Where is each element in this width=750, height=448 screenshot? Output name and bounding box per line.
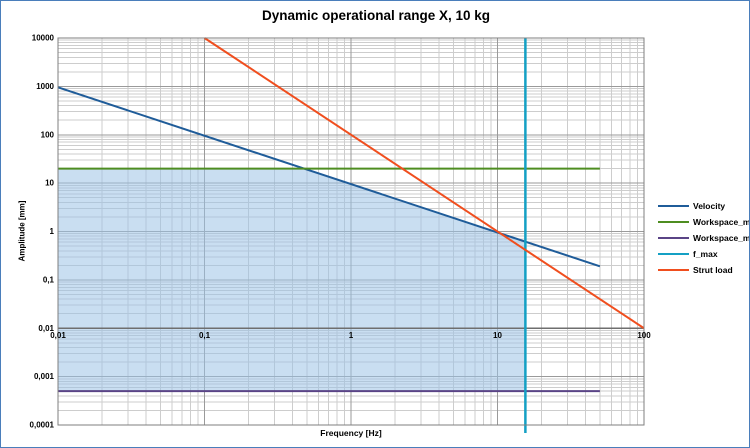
legend-item-workspace-min: Workspace_min <box>658 230 750 246</box>
x-tick-label: 100 <box>637 331 651 340</box>
y-tick-label: 10000 <box>32 34 55 43</box>
y-tick-label: 0,01 <box>38 324 54 333</box>
chart-title: Dynamic operational range X, 10 kg <box>261 8 491 23</box>
legend-key-swatch <box>658 205 689 207</box>
y-tick-label: 1000 <box>36 82 54 91</box>
x-tick-label: 0,1 <box>199 331 211 340</box>
x-tick-label: 10 <box>493 331 502 340</box>
x-tick-label: 0,01 <box>50 331 66 340</box>
y-tick-label: 10 <box>45 179 54 188</box>
legend-item-strut-load: Strut load <box>658 262 749 278</box>
series-velocity <box>57 86 601 268</box>
x-axis-title: Frequency [Hz] <box>320 428 382 438</box>
legend-key-swatch <box>658 253 689 255</box>
operational-range-shade <box>58 168 526 392</box>
legend: Velocity Workspace_max Workspace_min f_max S… <box>658 198 750 278</box>
y-tick-label: 0,1 <box>43 275 55 284</box>
legend-key-swatch <box>658 237 689 239</box>
legend-label: Strut load <box>693 265 733 275</box>
legend-item-f-max: f_max <box>658 246 749 262</box>
y-tick-label: 1 <box>50 227 55 236</box>
legend-item-workspace-max: Workspace_max <box>658 214 750 230</box>
y-tick-label: 0,0001 <box>30 421 55 430</box>
x-tick-label: 1 <box>349 331 354 340</box>
plot-border <box>57 37 645 426</box>
y-tick-label: 0,001 <box>34 372 55 381</box>
series-strut-load <box>203 37 645 330</box>
legend-key-swatch <box>658 269 689 271</box>
legend-label: Velocity <box>693 201 726 211</box>
legend-item-velocity: Velocity <box>658 198 749 214</box>
legend-label: Workspace_max <box>693 217 750 227</box>
legend-label: Workspace_min <box>693 233 750 243</box>
y-tick-label: 100 <box>41 130 55 139</box>
legend-key-swatch <box>658 221 689 223</box>
legend-label: f_max <box>693 249 718 259</box>
